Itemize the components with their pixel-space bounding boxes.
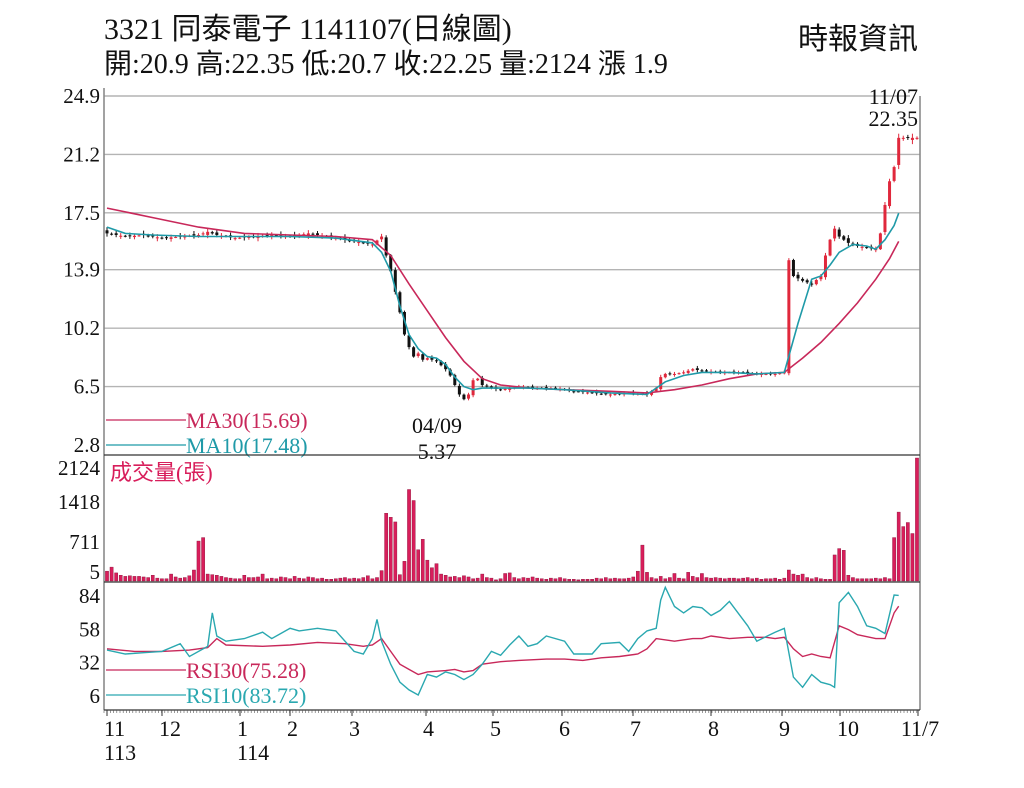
high-value-label: 22.35 [869, 106, 919, 131]
price-tick-label: 24.9 [63, 84, 100, 108]
rsi30-legend-label: RSI30(75.28) [186, 658, 306, 683]
price-gridlines [104, 95, 920, 388]
x-tick-label: 1 [237, 716, 248, 741]
low-date-label: 04/09 [412, 413, 462, 438]
rsi-axis-ticks: 84 58 32 6 [79, 584, 101, 708]
x-tick-label: 6 [559, 716, 570, 741]
price-tick-label: 21.2 [63, 142, 100, 166]
x-tick-label: 12 [159, 716, 181, 741]
price-candles [105, 133, 919, 401]
x-tick-label: 2 [287, 716, 298, 741]
x-tick-label: 11 [104, 716, 125, 741]
rsi10-legend-label: RSI10(83.72) [186, 683, 306, 708]
price-tick-label: 6.5 [74, 375, 100, 399]
price-panel: 24.9 21.2 17.5 13.9 10.2 6.5 2.8 11/07 22.35 M… [63, 84, 920, 464]
chart-frame [103, 88, 921, 711]
ma10-line [106, 212, 900, 396]
volume-tick-label: 5 [90, 560, 101, 584]
x-tick-label: 11/7 [901, 716, 939, 741]
rsi-tick-label: 32 [79, 651, 100, 675]
volume-title: 成交量(張) [110, 460, 213, 485]
x-tick-label: 3 [349, 716, 360, 741]
price-tick-label: 13.9 [63, 258, 100, 282]
volume-tick-label: 1418 [58, 490, 100, 514]
x-tick-label: 8 [708, 716, 719, 741]
source-label: 時報資訊 [798, 23, 918, 56]
x-tick-label: 7 [630, 716, 641, 741]
volume-axis-ticks: 2124 1418 711 5 [58, 456, 101, 584]
x-tick-label: 10 [837, 716, 859, 741]
volume-tick-label: 2124 [58, 456, 101, 480]
price-axis-ticks: 24.9 21.2 17.5 13.9 10.2 6.5 2.8 [63, 84, 100, 457]
x-tick-year-label: 113 [104, 740, 136, 765]
price-tick-label: 17.5 [63, 201, 100, 225]
rsi-tick-label: 58 [79, 617, 100, 641]
rsi30-line [106, 605, 900, 676]
volume-panel: 2124 1418 711 5 成交量(張) [58, 456, 919, 584]
x-tick-label: 9 [779, 716, 790, 741]
rsi-tick-label: 6 [90, 684, 101, 708]
chart-title: 3321 同泰電子 1141107(日線圖) [104, 13, 512, 46]
rsi10-line [106, 585, 899, 696]
ma10-legend-label: MA10(17.48) [186, 433, 308, 458]
x-tick-year-label: 114 [237, 740, 269, 765]
ma30-legend-label: MA30(15.69) [186, 408, 308, 433]
price-tick-label: 2.8 [74, 433, 100, 457]
volume-bars [105, 457, 919, 582]
rsi-tick-label: 84 [79, 584, 101, 608]
x-tick-label: 4 [423, 716, 434, 741]
rsi-panel: 84 58 32 6 RSI30(75.28) RSI10(83.72) [79, 584, 900, 708]
ohlc-summary: 開:20.9 高:22.35 低:20.7 收:22.25 量:2124 漲 1… [104, 49, 668, 80]
price-tick-label: 10.2 [63, 316, 100, 340]
volume-tick-label: 711 [69, 530, 100, 554]
x-tick-label: 5 [490, 716, 501, 741]
low-value-label: 5.37 [418, 439, 457, 464]
high-date-label: 11/07 [869, 84, 918, 109]
